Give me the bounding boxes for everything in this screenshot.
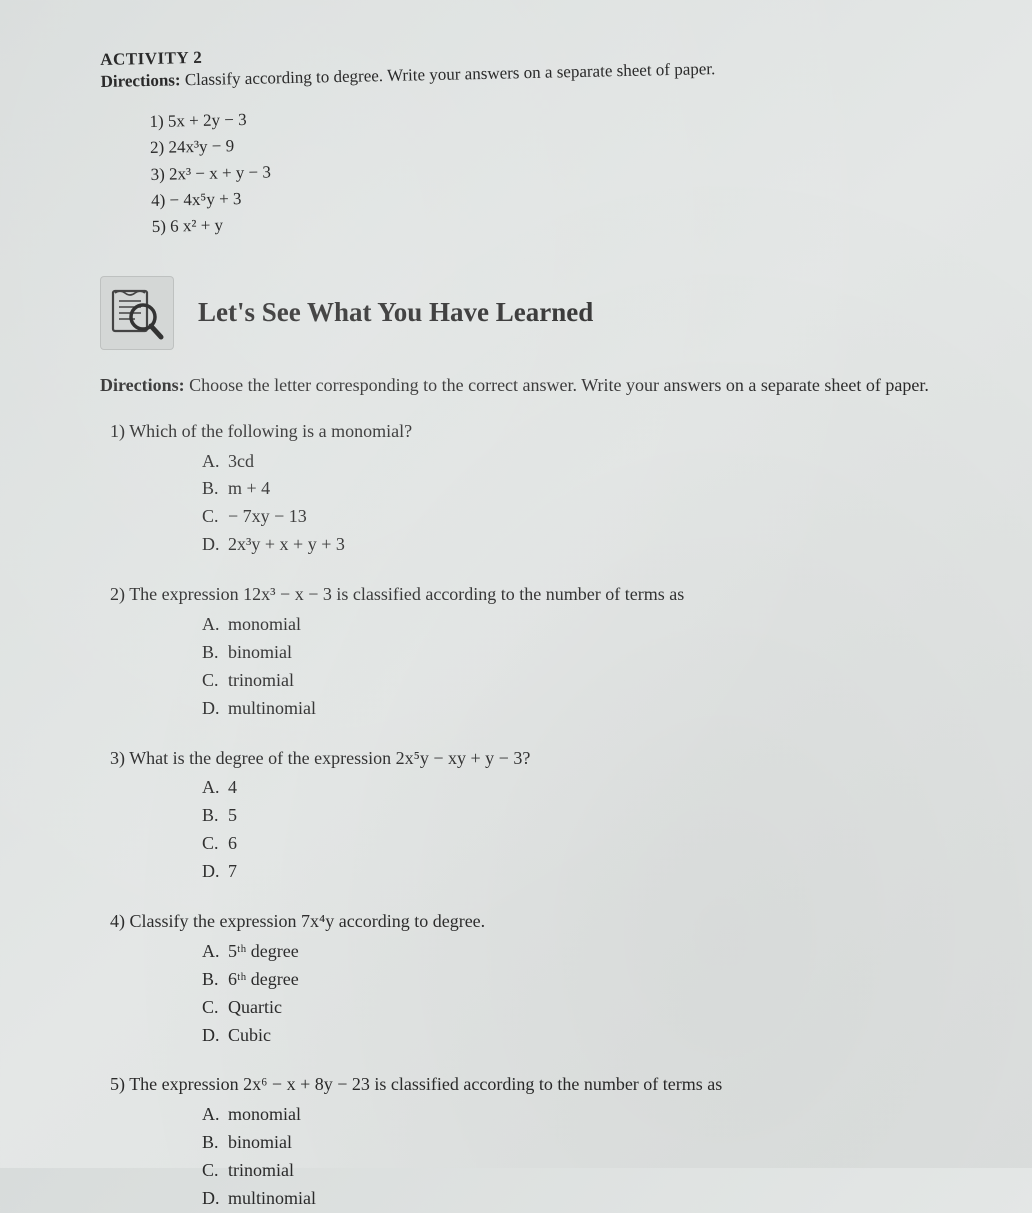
choice-text: 7: [228, 861, 237, 881]
section-header: Let's See What You Have Learned: [100, 276, 942, 350]
choice-text: 2x³y + x + y + 3: [228, 534, 345, 554]
choice: D.multinomial: [202, 695, 942, 723]
question-text: 1) Which of the following is a monomial?: [134, 418, 942, 446]
choice-text: 6ᵗʰ degree: [228, 969, 299, 989]
choices: A.3cd B.m + 4 C.− 7xy − 13 D.2x³y + x + …: [202, 448, 942, 560]
choice-letter: B.: [202, 966, 228, 994]
question-text: 4) Classify the expression 7x⁴y accordin…: [134, 908, 942, 936]
choice-letter: C.: [202, 503, 228, 531]
question-text: 2) The expression 12x³ − x − 3 is classi…: [134, 581, 942, 609]
choice: B.6ᵗʰ degree: [202, 966, 942, 994]
choice: C.trinomial: [202, 667, 942, 695]
choice: A.3cd: [202, 448, 942, 476]
choice-text: − 7xy − 13: [228, 506, 307, 526]
choice: C.6: [202, 830, 942, 858]
choice: A.5ᵗʰ degree: [202, 938, 942, 966]
choices: A.4 B.5 C.6 D.7: [202, 774, 942, 886]
question-text: 5) The expression 2x⁶ − x + 8y − 23 is c…: [134, 1071, 942, 1099]
question-body: The expression 12x³ − x − 3 is classifie…: [129, 584, 684, 604]
question-block: 1) Which of the following is a monomial?…: [100, 418, 942, 559]
question-body: What is the degree of the expression 2x⁵…: [129, 748, 530, 768]
question-number: 4): [110, 911, 125, 931]
choice-text: 6: [228, 833, 237, 853]
choice-letter: B.: [202, 639, 228, 667]
section-title: Let's See What You Have Learned: [198, 297, 593, 328]
choices: A.monomial B.binomial C.trinomial D.mult…: [202, 611, 942, 723]
choice: A.4: [202, 774, 942, 802]
choice-text: 5ᵗʰ degree: [228, 941, 299, 961]
choice: B.5: [202, 802, 942, 830]
choice-text: monomial: [228, 614, 301, 634]
question-block: 5) The expression 2x⁶ − x + 8y − 23 is c…: [100, 1071, 942, 1212]
choice: D.2x³y + x + y + 3: [202, 531, 942, 559]
choice-letter: D.: [202, 695, 228, 723]
choice-letter: C.: [202, 830, 228, 858]
choice-letter: A.: [202, 938, 228, 966]
choice: B.m + 4: [202, 475, 942, 503]
activity-items: 1) 5x + 2y − 3 2) 24x³y − 9 3) 2x³ − x +…: [149, 92, 946, 240]
directions-label: Directions:: [100, 70, 180, 91]
choice-letter: B.: [202, 802, 228, 830]
choice: D.multinomial: [202, 1185, 942, 1213]
choice-text: 4: [228, 777, 237, 797]
choice-text: Quartic: [228, 997, 282, 1017]
magnifier-notes-icon: [100, 276, 174, 350]
choice-letter: A.: [202, 1101, 228, 1129]
choice-text: trinomial: [228, 670, 294, 690]
choice: B.binomial: [202, 1129, 942, 1157]
choice: C.− 7xy − 13: [202, 503, 942, 531]
question-block: 4) Classify the expression 7x⁴y accordin…: [100, 908, 942, 1049]
choice-letter: C.: [202, 1157, 228, 1185]
question-text: 3) What is the degree of the expression …: [134, 745, 942, 773]
choice-text: trinomial: [228, 1160, 294, 1180]
directions-label: Directions:: [100, 375, 185, 395]
question-number: 2): [110, 584, 125, 604]
choice-letter: C.: [202, 667, 228, 695]
question-body: Classify the expression 7x⁴y according t…: [130, 911, 486, 931]
choice-letter: D.: [202, 1022, 228, 1050]
question-number: 3): [110, 748, 125, 768]
choice-text: binomial: [228, 642, 292, 662]
choice: D.Cubic: [202, 1022, 942, 1050]
choices: A.5ᵗʰ degree B.6ᵗʰ degree C.Quartic D.Cu…: [202, 938, 942, 1050]
choice-letter: A.: [202, 611, 228, 639]
choice: C.trinomial: [202, 1157, 942, 1185]
question-block: 3) What is the degree of the expression …: [100, 745, 942, 886]
choice-letter: B.: [202, 475, 228, 503]
section-directions: Directions: Choose the letter correspond…: [100, 372, 942, 400]
choices: A.monomial B.binomial C.trinomial D.mult…: [202, 1101, 942, 1213]
choice-letter: D.: [202, 1185, 228, 1213]
choice: C.Quartic: [202, 994, 942, 1022]
choice-text: multinomial: [228, 698, 316, 718]
choice-text: m + 4: [228, 478, 270, 498]
directions-text: Choose the letter corresponding to the c…: [185, 375, 929, 395]
question-number: 1): [110, 421, 125, 441]
choice-letter: D.: [202, 531, 228, 559]
choice: B.binomial: [202, 639, 942, 667]
choice: D.7: [202, 858, 942, 886]
choice-letter: C.: [202, 994, 228, 1022]
question-body: The expression 2x⁶ − x + 8y − 23 is clas…: [129, 1074, 722, 1094]
choice-letter: A.: [202, 774, 228, 802]
choice: A.monomial: [202, 611, 942, 639]
question-body: Which of the following is a monomial?: [129, 421, 412, 441]
question-number: 5): [110, 1074, 125, 1094]
choice-text: multinomial: [228, 1188, 316, 1208]
choice-text: Cubic: [228, 1025, 271, 1045]
choice-text: 5: [228, 805, 237, 825]
choice-text: binomial: [228, 1132, 292, 1152]
choice-letter: A.: [202, 448, 228, 476]
choice-letter: B.: [202, 1129, 228, 1157]
choice: A.monomial: [202, 1101, 942, 1129]
choice-text: monomial: [228, 1104, 301, 1124]
choice-letter: D.: [202, 858, 228, 886]
question-block: 2) The expression 12x³ − x − 3 is classi…: [100, 581, 942, 722]
choice-text: 3cd: [228, 451, 254, 471]
